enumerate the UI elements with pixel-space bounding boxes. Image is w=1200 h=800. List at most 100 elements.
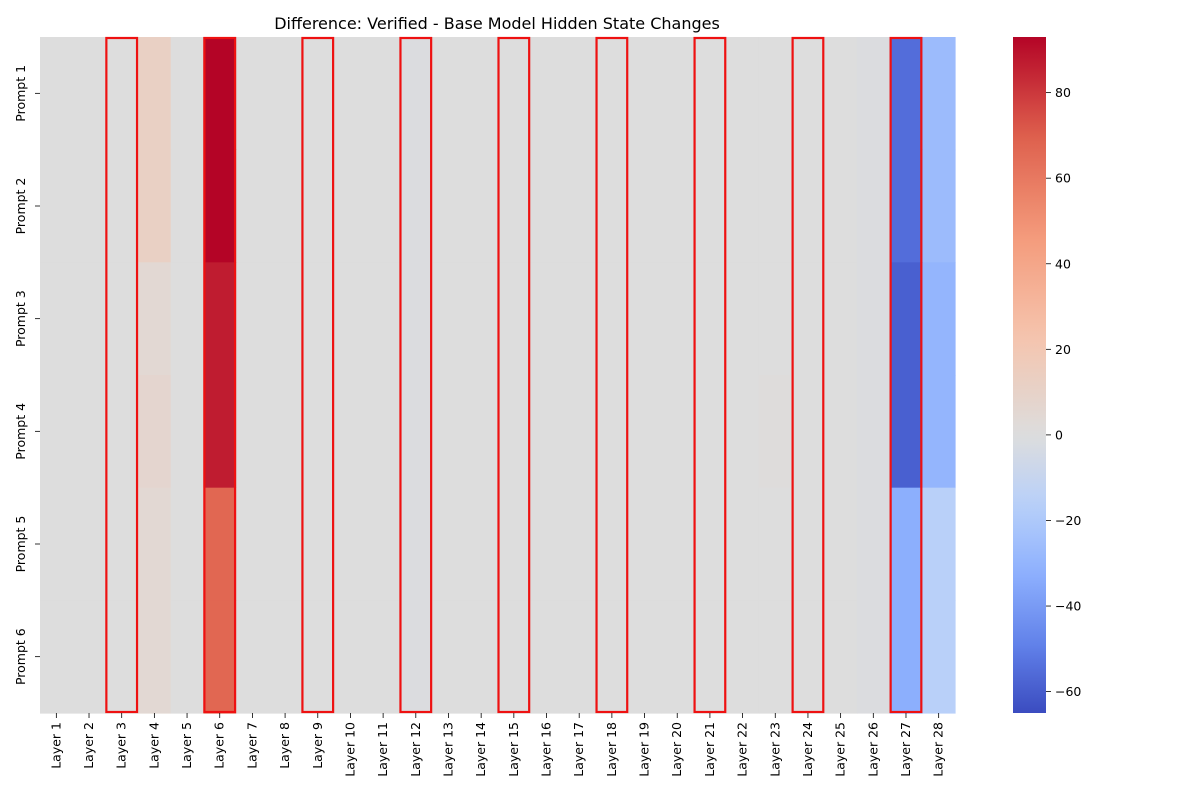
heatmap-cell (856, 487, 891, 601)
heatmap-cell (268, 487, 303, 601)
highlight-box (595, 36, 629, 714)
heatmap-cell (268, 149, 303, 263)
heatmap-cell (72, 375, 106, 489)
heatmap-cell (334, 487, 368, 601)
heatmap-cell (268, 262, 303, 376)
heatmap-cell (105, 262, 139, 376)
heatmap-cell (889, 262, 923, 376)
heatmap-cell (399, 600, 433, 714)
heatmap-cell (693, 600, 727, 714)
heatmap-cell (366, 149, 401, 263)
heatmap-cell (530, 37, 564, 151)
heatmap-cell (399, 375, 433, 489)
heatmap-cell (203, 262, 237, 376)
heatmap-cell (105, 149, 139, 263)
heatmap-cell (40, 375, 74, 489)
heatmap-cell (399, 37, 433, 151)
heatmap-cell (170, 600, 204, 714)
heatmap-cell (432, 262, 466, 376)
heatmap-cell (203, 149, 237, 263)
heatmap-cell (595, 262, 629, 376)
heatmap-cell (301, 600, 335, 714)
x-tick-label: Layer 10 (342, 722, 357, 777)
heatmap-cell (432, 37, 466, 151)
colorbar-tick-label: −20 (1055, 513, 1081, 528)
x-tick-label: Layer 9 (310, 722, 325, 769)
heatmap-cell (334, 262, 368, 376)
heatmap-cell (628, 375, 662, 489)
heatmap-cell (334, 149, 368, 263)
heatmap-cell (562, 600, 597, 714)
highlight-box (497, 36, 531, 714)
heatmap-cell (628, 600, 662, 714)
x-tick-label: Layer 27 (898, 722, 913, 777)
highlight-boxes (105, 36, 923, 714)
heatmap-cell (922, 487, 956, 601)
heatmap-cell (464, 37, 499, 151)
heatmap-cell (105, 37, 139, 151)
heatmap-cell (40, 149, 74, 263)
heatmap-cell (856, 375, 891, 489)
x-axis: Layer 1 Layer 2 Layer 3 Layer 4 Layer 5 Layer… (48, 713, 946, 777)
heatmap-cell (170, 487, 204, 601)
heatmap-cell (889, 37, 923, 151)
heatmap-cell (236, 375, 270, 489)
heatmap-cell (366, 375, 401, 489)
x-tick-label: Layer 5 (179, 722, 194, 769)
heatmap-cell (432, 600, 466, 714)
heatmap-cell (791, 487, 825, 601)
heatmap-cell (824, 487, 858, 601)
x-tick-label: Layer 19 (637, 722, 652, 777)
heatmap-cell (236, 600, 270, 714)
heatmap-cell (105, 487, 139, 601)
heatmap-cell (138, 262, 172, 376)
heatmap-cell (203, 375, 237, 489)
heatmap-cell (856, 600, 891, 714)
heatmap-cell (889, 487, 923, 601)
heatmap-cell (791, 262, 825, 376)
heatmap-cell (758, 487, 793, 601)
x-tick-label: Layer 20 (669, 722, 684, 777)
heatmap-cell (726, 262, 760, 376)
heatmap-cell (824, 600, 858, 714)
x-tick-label: Layer 1 (48, 722, 63, 769)
heatmap-cell (497, 375, 531, 489)
y-tick-label: Prompt 2 (13, 178, 28, 235)
heatmap-cell (660, 37, 695, 151)
colorbar-tick-label: −40 (1055, 599, 1081, 614)
x-tick-label: Layer 28 (931, 722, 946, 777)
heatmap-cell (301, 487, 335, 601)
heatmap-cell (236, 149, 270, 263)
heatmap-cell (530, 375, 564, 489)
colorbar-tick-label: 80 (1055, 85, 1071, 100)
heatmap-cell (464, 487, 499, 601)
heatmap-cell (72, 37, 106, 151)
highlight-box (693, 36, 727, 714)
y-axis: Prompt 1 Prompt 2 Prompt 3 Prompt 4 Prompt 5… (13, 65, 40, 685)
heatmap-cell (138, 375, 172, 489)
heatmap-cell (72, 262, 106, 376)
colorbar-tick-label: 60 (1055, 171, 1071, 186)
x-tick-label: Layer 7 (244, 722, 259, 769)
heatmap-cell (562, 375, 597, 489)
heatmap-cell (693, 37, 727, 151)
y-tick-label: Prompt 5 (13, 516, 28, 573)
heatmap-cell (628, 487, 662, 601)
colorbar-tick-label: 40 (1055, 256, 1071, 271)
heatmap-cell (464, 262, 499, 376)
heatmap-cell (562, 262, 597, 376)
x-tick-label: Layer 16 (539, 722, 554, 777)
heatmap-cell (856, 262, 891, 376)
heatmap-cell (464, 600, 499, 714)
heatmap-cell (628, 262, 662, 376)
x-tick-label: Layer 24 (800, 722, 815, 777)
highlight-box (399, 36, 433, 714)
heatmap-cell (562, 37, 597, 151)
heatmap-cell (497, 37, 531, 151)
heatmap-cell (203, 37, 237, 151)
heatmap-cell (432, 149, 466, 263)
heatmap-cell (105, 600, 139, 714)
heatmap-cell (758, 262, 793, 376)
heatmap-cells (40, 37, 956, 714)
